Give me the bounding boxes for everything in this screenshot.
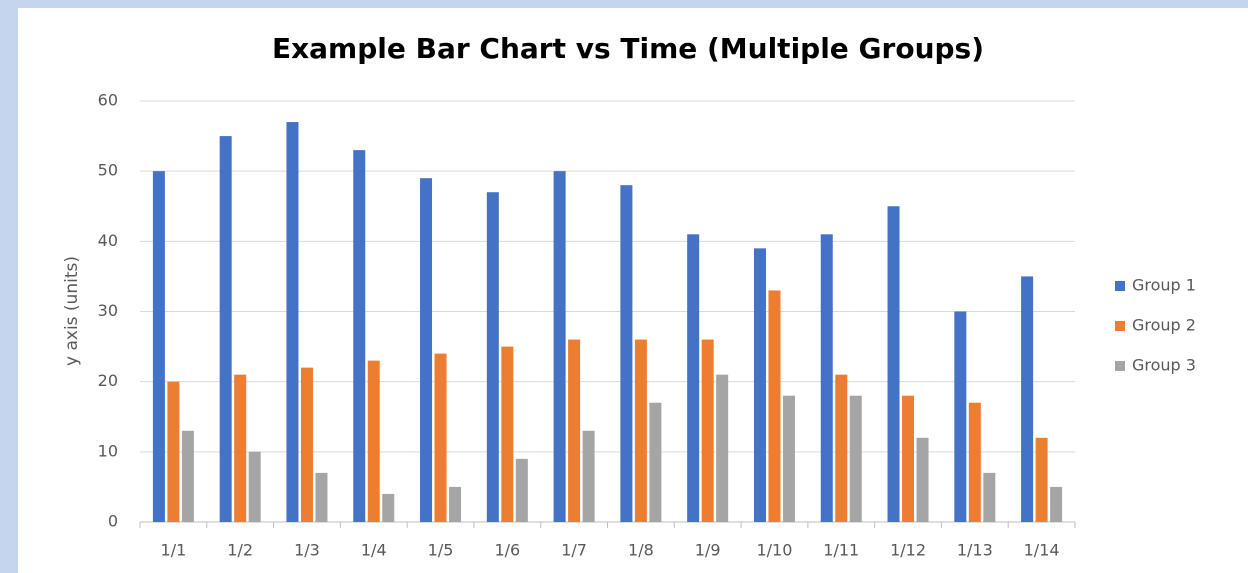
bar [486,192,499,522]
legend-swatch [1115,281,1125,291]
y-tick-label: 60 [98,91,118,110]
legend-swatch [1115,361,1125,371]
bar [782,395,795,522]
bar [968,402,981,522]
y-tick-label: 40 [98,231,118,250]
bar [568,339,581,522]
bar [420,178,433,522]
x-tick-label: 1/5 [428,541,454,560]
bar [219,136,232,523]
bar [286,122,299,523]
y-axis-label: y axis (units) [62,256,82,366]
bar [753,248,766,522]
bar [902,395,915,522]
bar [1035,437,1048,522]
x-tick-label: 1/14 [1024,541,1060,560]
bar [887,206,900,522]
x-tick-label: 1/1 [161,541,187,560]
bar [248,451,261,522]
x-tick-label: 1/7 [561,541,587,560]
bar [515,458,528,522]
bar [300,367,313,522]
bar [315,472,328,522]
x-tick-label: 1/2 [227,541,253,560]
legend-swatch [1115,321,1125,331]
bar [716,374,729,522]
x-tick-label: 1/12 [890,541,926,560]
bar [367,360,380,522]
legend-label: Group 1 [1132,276,1196,295]
bar [768,290,781,522]
x-tick-label: 1/13 [957,541,993,560]
bar [234,374,247,522]
bar [181,430,194,522]
bar [434,353,447,522]
bar [167,381,180,522]
bar [634,339,647,522]
bar [501,346,514,522]
bar [687,234,700,523]
chart-title: Example Bar Chart vs Time (Multiple Grou… [272,32,984,65]
legend-label: Group 3 [1132,356,1196,375]
bar [553,171,566,522]
bar [701,339,714,522]
bar [152,171,165,522]
bar [449,486,462,522]
bar [582,430,595,522]
chart-area [18,8,1248,573]
bar [353,150,366,522]
y-tick-label: 10 [98,441,118,460]
x-tick-label: 1/6 [494,541,520,560]
y-tick-label: 20 [98,371,118,390]
x-tick-label: 1/11 [823,541,859,560]
bar [820,234,833,523]
y-tick-label: 30 [98,301,118,320]
x-tick-label: 1/8 [628,541,654,560]
bar [916,437,929,522]
bar [835,374,848,522]
x-tick-label: 1/9 [695,541,721,560]
bar [649,402,662,522]
y-tick-label: 50 [98,161,118,180]
bar [849,395,862,522]
legend-label: Group 2 [1132,316,1196,335]
y-tick-label: 0 [108,512,118,531]
bar [983,472,996,522]
bar [1021,276,1034,522]
bar [382,493,395,522]
bar [620,185,633,522]
x-tick-label: 1/3 [294,541,320,560]
x-tick-label: 1/10 [756,541,792,560]
x-tick-label: 1/4 [361,541,387,560]
bar [954,311,967,522]
bar [1050,486,1063,522]
